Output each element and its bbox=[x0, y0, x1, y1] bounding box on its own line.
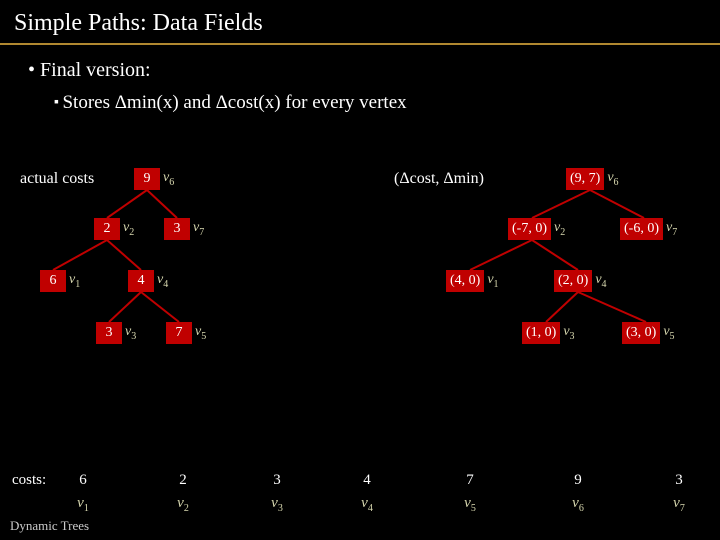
node-v-label: v4 bbox=[157, 272, 168, 290]
tree-edge bbox=[147, 190, 177, 218]
costs-label: costs: bbox=[12, 472, 46, 489]
cost-v-label: v6 bbox=[553, 495, 603, 514]
cost-v-label: v2 bbox=[158, 495, 208, 514]
tree-node: 3v3 bbox=[96, 322, 136, 344]
tree-edge bbox=[532, 190, 590, 218]
node-v-label: v2 bbox=[123, 220, 134, 238]
tree-edge bbox=[109, 292, 141, 322]
node-value-box: (2, 0) bbox=[554, 270, 592, 292]
node-v-label: v5 bbox=[663, 324, 674, 342]
cost-v-label: v4 bbox=[342, 495, 392, 514]
node-value-box: (-6, 0) bbox=[620, 218, 663, 240]
cost-v-label: v7 bbox=[654, 495, 704, 514]
node-value-box: (4, 0) bbox=[446, 270, 484, 292]
node-value-box: (3, 0) bbox=[622, 322, 660, 344]
tree-node: (1, 0)v3 bbox=[522, 322, 575, 344]
tree-node: 4v4 bbox=[128, 270, 168, 292]
tree-edge bbox=[470, 240, 532, 270]
cost-cell: 9v6 bbox=[553, 472, 603, 514]
tree-node: 7v5 bbox=[166, 322, 206, 344]
cost-v-label: v5 bbox=[445, 495, 495, 514]
cost-cell: 4v4 bbox=[342, 472, 392, 514]
label-delta: (Δcost, Δmin) bbox=[394, 170, 484, 188]
tree-node: 2v2 bbox=[94, 218, 134, 240]
node-value-box: 7 bbox=[166, 322, 192, 344]
cost-value: 3 bbox=[252, 472, 302, 489]
tree-node: (-7, 0)v2 bbox=[508, 218, 565, 240]
node-v-label: v5 bbox=[195, 324, 206, 342]
node-v-label: v1 bbox=[487, 272, 498, 290]
node-value-box: 2 bbox=[94, 218, 120, 240]
node-v-label: v7 bbox=[666, 220, 677, 238]
node-value-box: 6 bbox=[40, 270, 66, 292]
cost-value: 2 bbox=[158, 472, 208, 489]
tree-node: (3, 0)v5 bbox=[622, 322, 675, 344]
tree-edge bbox=[546, 292, 578, 322]
node-v-label: v1 bbox=[69, 272, 80, 290]
cost-cell: 6v1 bbox=[58, 472, 108, 514]
cost-v-label: v3 bbox=[252, 495, 302, 514]
tree-node: (9, 7)v6 bbox=[566, 168, 619, 190]
node-v-label: v3 bbox=[563, 324, 574, 342]
slide-title: Simple Paths: Data Fields bbox=[0, 0, 720, 45]
cost-value: 6 bbox=[58, 472, 108, 489]
tree-edge bbox=[578, 292, 646, 322]
cost-value: 3 bbox=[654, 472, 704, 489]
cost-value: 7 bbox=[445, 472, 495, 489]
tree-edge bbox=[532, 240, 578, 270]
tree-edge bbox=[141, 292, 179, 322]
node-v-label: v7 bbox=[193, 220, 204, 238]
tree-node: 6v1 bbox=[40, 270, 80, 292]
tree-edge bbox=[107, 240, 141, 270]
footer-text: Dynamic Trees bbox=[10, 518, 89, 534]
tree-node: (-6, 0)v7 bbox=[620, 218, 677, 240]
tree-edge bbox=[590, 190, 644, 218]
cost-cell: 3v3 bbox=[252, 472, 302, 514]
node-value-box: (1, 0) bbox=[522, 322, 560, 344]
cost-value: 4 bbox=[342, 472, 392, 489]
tree-edge bbox=[107, 190, 147, 218]
node-value-box: 3 bbox=[96, 322, 122, 344]
cost-cell: 7v5 bbox=[445, 472, 495, 514]
cost-cell: 3v7 bbox=[654, 472, 704, 514]
node-value-box: 4 bbox=[128, 270, 154, 292]
node-value-box: (-7, 0) bbox=[508, 218, 551, 240]
node-value-box: 3 bbox=[164, 218, 190, 240]
tree-node: 9v6 bbox=[134, 168, 174, 190]
tree-node: (2, 0)v4 bbox=[554, 270, 607, 292]
node-v-label: v3 bbox=[125, 324, 136, 342]
cost-cell: 2v2 bbox=[158, 472, 208, 514]
diagram-stage: actual costs (Δcost, Δmin) 9v62v23v76v14… bbox=[0, 158, 720, 498]
cost-value: 9 bbox=[553, 472, 603, 489]
node-v-label: v4 bbox=[595, 272, 606, 290]
node-v-label: v2 bbox=[554, 220, 565, 238]
node-value-box: 9 bbox=[134, 168, 160, 190]
tree-node: (4, 0)v1 bbox=[446, 270, 499, 292]
bullet-main: Final version: bbox=[0, 45, 720, 82]
bullet-sub: Stores Δmin(x) and Δcost(x) for every ve… bbox=[0, 82, 720, 114]
label-actual-costs: actual costs bbox=[20, 170, 94, 188]
tree-node: 3v7 bbox=[164, 218, 204, 240]
tree-edge bbox=[53, 240, 107, 270]
bullet-sub-text: Stores Δmin(x) and Δcost(x) for every ve… bbox=[62, 92, 406, 113]
node-v-label: v6 bbox=[163, 170, 174, 188]
node-v-label: v6 bbox=[607, 170, 618, 188]
cost-v-label: v1 bbox=[58, 495, 108, 514]
node-value-box: (9, 7) bbox=[566, 168, 604, 190]
